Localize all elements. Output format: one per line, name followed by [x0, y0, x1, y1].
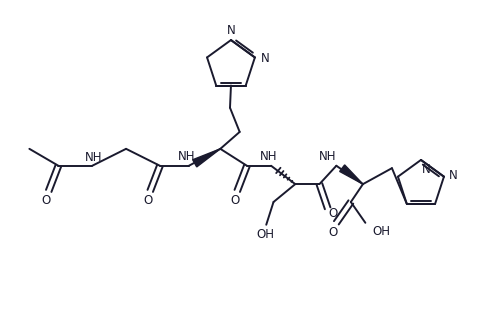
Text: OH: OH	[256, 228, 274, 241]
Text: N: N	[448, 169, 457, 182]
Text: O: O	[328, 207, 337, 220]
Text: NH: NH	[84, 151, 102, 164]
Text: O: O	[41, 194, 51, 207]
Text: NH: NH	[177, 150, 195, 163]
Text: NH: NH	[318, 150, 336, 163]
Text: NH: NH	[260, 150, 277, 163]
Text: N: N	[226, 24, 235, 37]
Text: N: N	[261, 52, 269, 65]
Text: O: O	[143, 194, 152, 207]
Text: O: O	[230, 194, 239, 207]
Polygon shape	[192, 149, 220, 167]
Text: N: N	[421, 163, 429, 176]
Polygon shape	[339, 165, 362, 184]
Text: O: O	[328, 226, 337, 239]
Text: OH: OH	[372, 225, 390, 238]
